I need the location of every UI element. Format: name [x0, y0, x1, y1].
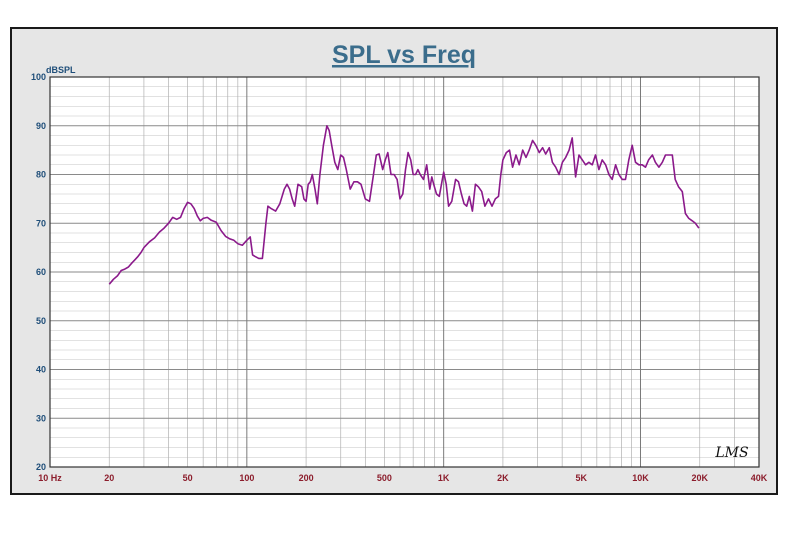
x-tick-label: 50	[183, 473, 193, 483]
y-tick-label: 100	[31, 72, 46, 82]
x-tick-label: 500	[377, 473, 392, 483]
y-axis-label: dBSPL	[46, 65, 76, 75]
series-group	[108, 125, 700, 285]
x-tick-label: 10K	[632, 473, 649, 483]
x-tick-label: 20	[104, 473, 114, 483]
chart: SPL vs Freq dBSPL 20 30 40 50 60 70 80 90 100 10…	[31, 41, 768, 483]
x-tick-label: 200	[299, 473, 314, 483]
y-tick-label: 80	[36, 170, 46, 180]
series-line	[108, 125, 700, 285]
lms-watermark: LMS	[714, 445, 748, 461]
chart-title: SPL vs Freq	[332, 41, 476, 69]
y-tick-label: 40	[36, 365, 46, 375]
x-tick-label: 40K	[751, 473, 768, 483]
y-tick-label: 30	[36, 413, 46, 423]
x-tick-label: 100	[239, 473, 254, 483]
x-tick-label: 1K	[438, 473, 450, 483]
y-tick-label: 20	[36, 462, 46, 472]
y-tick-labels: 20 30 40 50 60 70 80 90 100	[31, 72, 46, 472]
chart-frame: SPL vs Freq dBSPL 20 30 40 50 60 70 80 90 100 10…	[10, 27, 778, 495]
plot-border	[49, 76, 760, 468]
x-tick-label: 20K	[691, 473, 708, 483]
x-tick-label: 10 Hz	[38, 473, 62, 483]
x-tick-label: 2K	[497, 473, 509, 483]
y-tick-label: 70	[36, 218, 46, 228]
y-tick-label: 60	[36, 267, 46, 277]
x-tick-label: 5K	[575, 473, 587, 483]
y-tick-label: 90	[36, 121, 46, 131]
y-tick-label: 50	[36, 316, 46, 326]
x-tick-labels: 10 Hz 20 50 100 200 500 1K 2K 5K 10K 20K 40K	[38, 473, 768, 483]
